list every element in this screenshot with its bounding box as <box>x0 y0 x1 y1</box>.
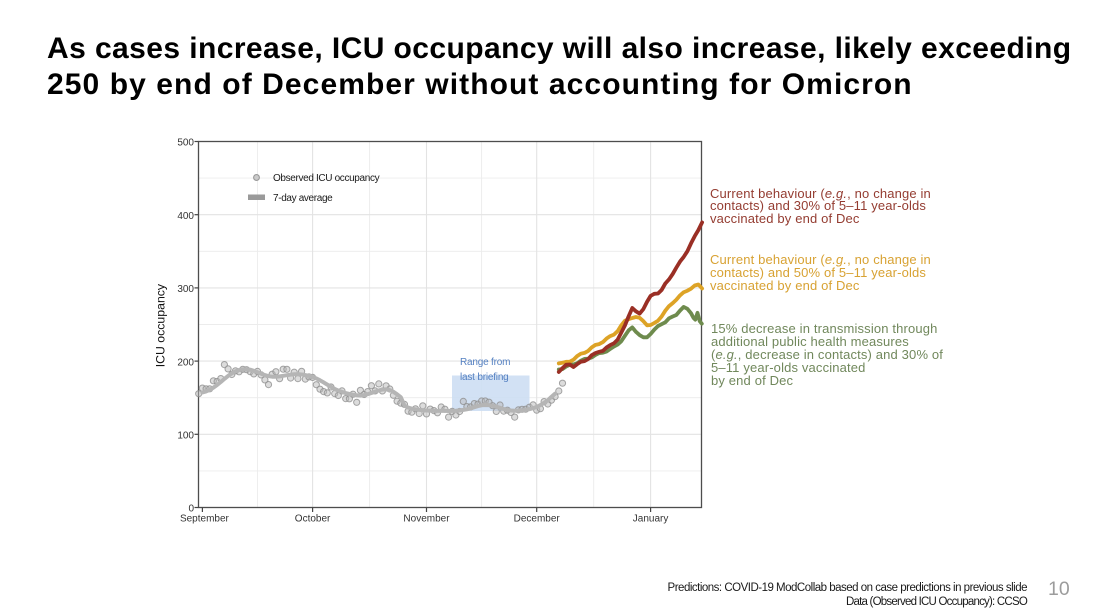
svg-text:400: 400 <box>177 211 194 222</box>
svg-text:October: October <box>295 513 331 524</box>
svg-text:November: November <box>403 513 450 524</box>
svg-text:Range from: Range from <box>460 357 510 368</box>
svg-text:September: September <box>180 513 230 524</box>
svg-text:200: 200 <box>177 357 194 368</box>
svg-text:500: 500 <box>177 138 194 149</box>
svg-text:Observed ICU occupancy: Observed ICU occupancy <box>273 173 380 184</box>
svg-text:100: 100 <box>177 431 194 442</box>
svg-text:ICU occupancy: ICU occupancy <box>154 283 168 367</box>
svg-text:December: December <box>514 513 561 524</box>
svg-text:January: January <box>633 513 669 524</box>
svg-text:last briefing: last briefing <box>460 372 509 383</box>
svg-text:0: 0 <box>188 504 194 515</box>
svg-text:300: 300 <box>177 284 194 295</box>
svg-text:7-day average: 7-day average <box>273 193 333 204</box>
